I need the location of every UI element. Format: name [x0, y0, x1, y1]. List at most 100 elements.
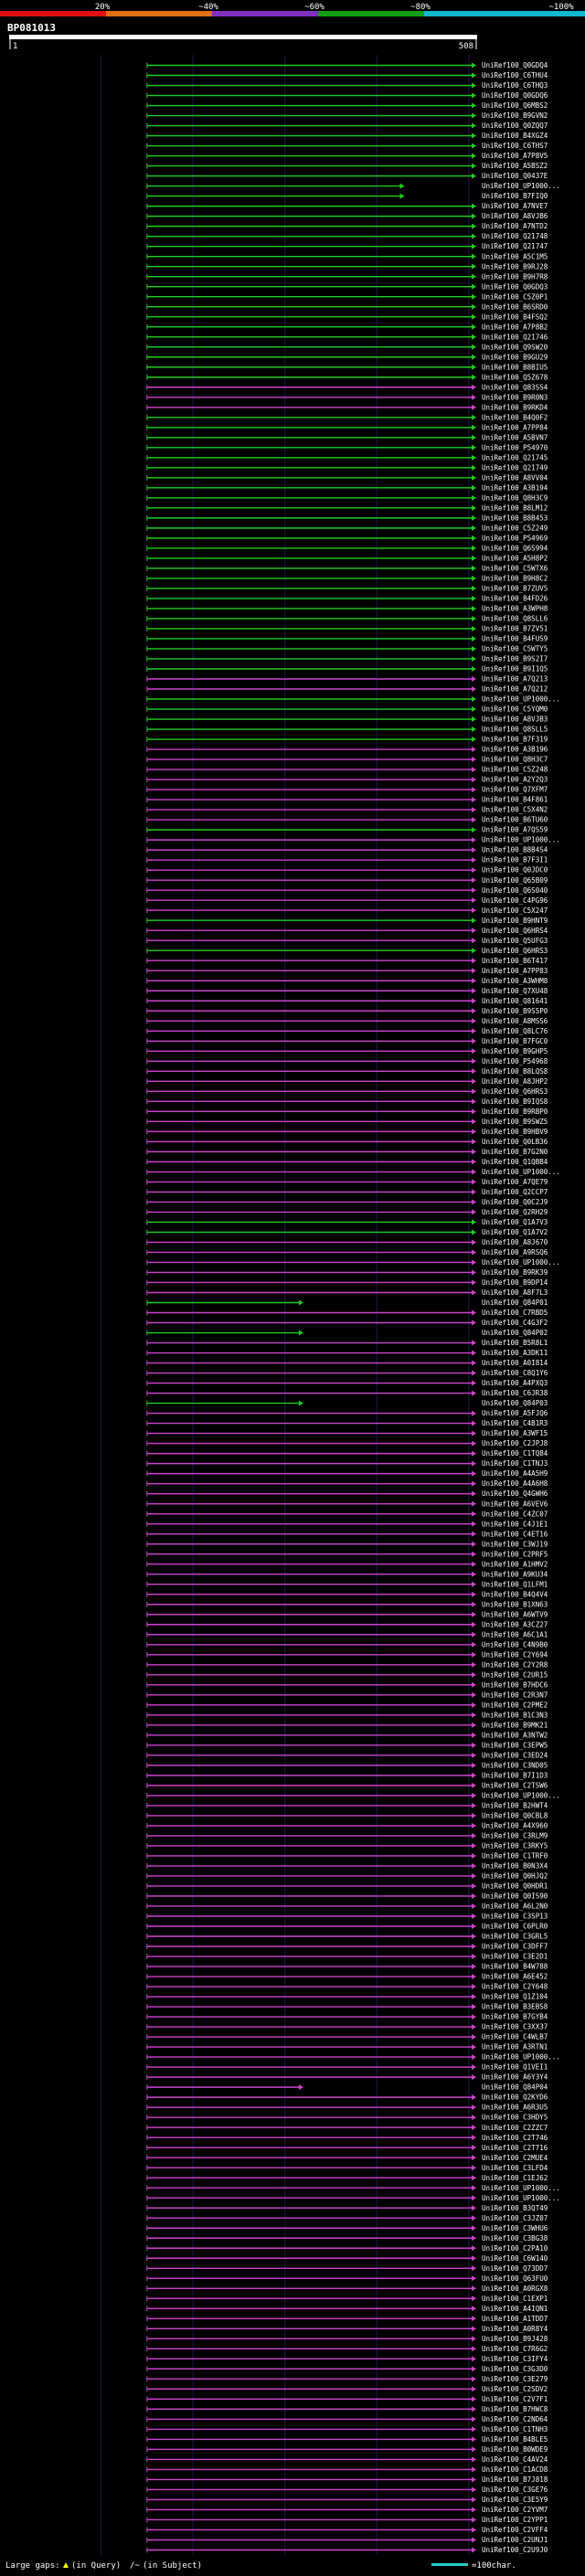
hit-row[interactable]: UniRef100_Q21746: [146, 333, 548, 341]
hit-row[interactable]: UniRef100_B7FIQ0: [146, 192, 548, 200]
hit-row[interactable]: UniRef100_A8F7L3: [146, 1288, 548, 1297]
hit-label[interactable]: UniRef100_B9DP14: [482, 1278, 548, 1287]
hit-row[interactable]: UniRef100_C2SDV2: [146, 2385, 548, 2393]
hit-label[interactable]: UniRef100_C2Y694: [482, 1650, 548, 1659]
hit-label[interactable]: UniRef100_Q6HRS4: [482, 927, 548, 935]
hit-row[interactable]: UniRef100_C4N9B0: [146, 1640, 548, 1648]
hit-row[interactable]: UniRef100_B4BLE5: [146, 2435, 548, 2443]
hit-row[interactable]: UniRef100_UP1000...: [146, 2184, 560, 2192]
hit-row[interactable]: UniRef100_C5YQM0: [146, 705, 548, 714]
hit-row[interactable]: UniRef100_Q81641: [146, 997, 548, 1005]
hit-label[interactable]: UniRef100_A4IQN1: [482, 2305, 548, 2313]
hit-label[interactable]: UniRef100_Q0HDR1: [482, 1882, 548, 1891]
hit-label[interactable]: UniRef100_Q1VEI1: [482, 2063, 548, 2072]
hit-row[interactable]: UniRef100_C2UR15: [146, 1670, 548, 1679]
hit-label[interactable]: UniRef100_Q84P01: [482, 1299, 548, 1307]
hit-label[interactable]: UniRef100_Q81641: [482, 997, 548, 1005]
hit-row[interactable]: UniRef100_UP1000...: [146, 2053, 560, 2062]
hit-label[interactable]: UniRef100_B7F319: [482, 736, 548, 744]
hit-row[interactable]: UniRef100_A6E452: [146, 1973, 548, 1981]
hit-row[interactable]: UniRef100_Q8LC76: [146, 1027, 548, 1035]
hit-label[interactable]: UniRef100_C3IFY4: [482, 2355, 548, 2363]
hit-label[interactable]: UniRef100_Q8H3C7: [482, 756, 548, 764]
hit-label[interactable]: UniRef100_C2PME2: [482, 1701, 548, 1709]
hit-row[interactable]: UniRef100_A8JHP2: [146, 1077, 548, 1086]
hit-row[interactable]: UniRef100_B3QT49: [146, 2204, 548, 2212]
hit-row[interactable]: UniRef100_C3GE76: [146, 2486, 548, 2494]
hit-label[interactable]: UniRef100_B7ZV51: [482, 625, 548, 633]
hit-label[interactable]: UniRef100_A8VV04: [482, 473, 548, 482]
hit-label[interactable]: UniRef100_C8Q1Y6: [482, 1369, 548, 1377]
hit-label[interactable]: UniRef100_C2SDV2: [482, 2385, 548, 2393]
hit-label[interactable]: UniRef100_C2ND64: [482, 2415, 548, 2423]
hit-row[interactable]: UniRef100_C2Y694: [146, 1650, 548, 1659]
hit-label[interactable]: UniRef100_A0I814: [482, 1359, 548, 1367]
hit-row[interactable]: UniRef100_UP1000...: [146, 1168, 560, 1176]
hit-row[interactable]: UniRef100_A3CZ27: [146, 1620, 548, 1628]
hit-row[interactable]: UniRef100_A6VEV6: [146, 1500, 548, 1508]
hit-label[interactable]: UniRef100_C1EXP1: [482, 2295, 548, 2303]
hit-row[interactable]: UniRef100_Q21745: [146, 453, 548, 461]
hit-row[interactable]: UniRef100_A7PP83: [146, 967, 548, 975]
hit-row[interactable]: UniRef100_B4Q4V4: [146, 1590, 548, 1598]
hit-row[interactable]: UniRef100_B9RJ28: [146, 262, 548, 270]
hit-row[interactable]: UniRef100_P54970: [146, 443, 548, 451]
hit-label[interactable]: UniRef100_C2PA10: [482, 2244, 548, 2253]
hit-row[interactable]: UniRef100_A5BSZ2: [146, 162, 548, 170]
hit-row[interactable]: UniRef100_C1TRF0: [146, 1852, 548, 1860]
hit-row[interactable]: UniRef100_B0WDE9: [146, 2445, 548, 2454]
hit-row[interactable]: UniRef100_UP1000...: [146, 836, 560, 844]
hit-row[interactable]: UniRef100_A4A6H8: [146, 1479, 548, 1488]
hit-row[interactable]: UniRef100_C3EPW5: [146, 1741, 548, 1749]
hit-row[interactable]: UniRef100_B9HBV9: [146, 1128, 548, 1136]
hit-label[interactable]: UniRef100_A3WF15: [482, 1429, 548, 1437]
hit-label[interactable]: UniRef100_A4A6H8: [482, 1479, 548, 1488]
hit-label[interactable]: UniRef100_C5Z249: [482, 524, 548, 532]
hit-label[interactable]: UniRef100_C3E5Y9: [482, 2496, 548, 2504]
hit-label[interactable]: UniRef100_C2ZZC7: [482, 2124, 548, 2132]
hit-label[interactable]: UniRef100_B4FSQ2: [482, 313, 548, 321]
hit-row[interactable]: UniRef100_C8Q1Y6: [146, 1369, 548, 1377]
hit-row[interactable]: UniRef100_B9HNT9: [146, 917, 548, 925]
hit-label[interactable]: UniRef100_A6WTV9: [482, 1610, 548, 1618]
hit-label[interactable]: UniRef100_B4FUS9: [482, 635, 548, 643]
hit-label[interactable]: UniRef100_A8F7L3: [482, 1288, 548, 1297]
hit-row[interactable]: UniRef100_B7ZUV5: [146, 585, 548, 593]
hit-label[interactable]: UniRef100_Q0HJQ2: [482, 1872, 548, 1881]
hit-label[interactable]: UniRef100_A0R8Y4: [482, 2325, 548, 2333]
hit-row[interactable]: UniRef100_C5X4N2: [146, 806, 548, 814]
hit-row[interactable]: UniRef100_Q9SW20: [146, 343, 548, 351]
hit-row[interactable]: UniRef100_P54969: [146, 534, 548, 542]
hit-label[interactable]: UniRef100_C5X4N2: [482, 806, 548, 814]
hit-label[interactable]: UniRef100_C2T716: [482, 2144, 548, 2152]
hit-row[interactable]: UniRef100_A3B194: [146, 483, 548, 492]
hit-label[interactable]: UniRef100_B9H8C2: [482, 575, 548, 583]
hit-row[interactable]: UniRef100_Q0C2J9: [146, 1198, 548, 1206]
hit-label[interactable]: UniRef100_B4Q0F2: [482, 413, 548, 421]
hit-row[interactable]: UniRef100_B9GU29: [146, 353, 548, 361]
hit-row[interactable]: UniRef100_Q6MBS2: [146, 101, 548, 110]
hit-row[interactable]: UniRef100_B7F319: [146, 736, 548, 744]
hit-row[interactable]: UniRef100_Q84P01: [146, 1299, 548, 1307]
hit-label[interactable]: UniRef100_A3WHM8: [482, 977, 548, 985]
hit-row[interactable]: UniRef100_B4FUS9: [146, 635, 548, 643]
hit-label[interactable]: UniRef100_Q84P03: [482, 1399, 548, 1407]
hit-row[interactable]: UniRef100_C3ND05: [146, 1761, 548, 1769]
hit-row[interactable]: UniRef100_C4WLB7: [146, 2033, 548, 2041]
hit-row[interactable]: UniRef100_B9S2I7: [146, 655, 548, 663]
hit-label[interactable]: UniRef100_A5FJQ6: [482, 1409, 548, 1417]
hit-label[interactable]: UniRef100_C2T746: [482, 2134, 548, 2142]
hit-label[interactable]: UniRef100_B8B453: [482, 514, 548, 522]
hit-label[interactable]: UniRef100_A8JHP2: [482, 1077, 548, 1086]
hit-row[interactable]: UniRef100_UP1000...: [146, 182, 560, 190]
hit-label[interactable]: UniRef100_B9SWZ5: [482, 1118, 548, 1126]
hit-label[interactable]: UniRef100_C3GRL5: [482, 1933, 548, 1941]
hit-row[interactable]: UniRef100_B8LQS8: [146, 1067, 548, 1076]
hit-row[interactable]: UniRef100_C2VFF4: [146, 2526, 548, 2534]
hit-label[interactable]: UniRef100_Q65B09: [482, 876, 548, 885]
hit-label[interactable]: UniRef100_A3B196: [482, 746, 548, 754]
hit-row[interactable]: UniRef100_Q6HRS4: [146, 927, 548, 935]
hit-label[interactable]: UniRef100_C3JZ07: [482, 2214, 548, 2222]
hit-row[interactable]: UniRef100_Q0GDQ4: [146, 61, 548, 69]
hit-row[interactable]: UniRef100_C7RBD5: [146, 1309, 548, 1317]
